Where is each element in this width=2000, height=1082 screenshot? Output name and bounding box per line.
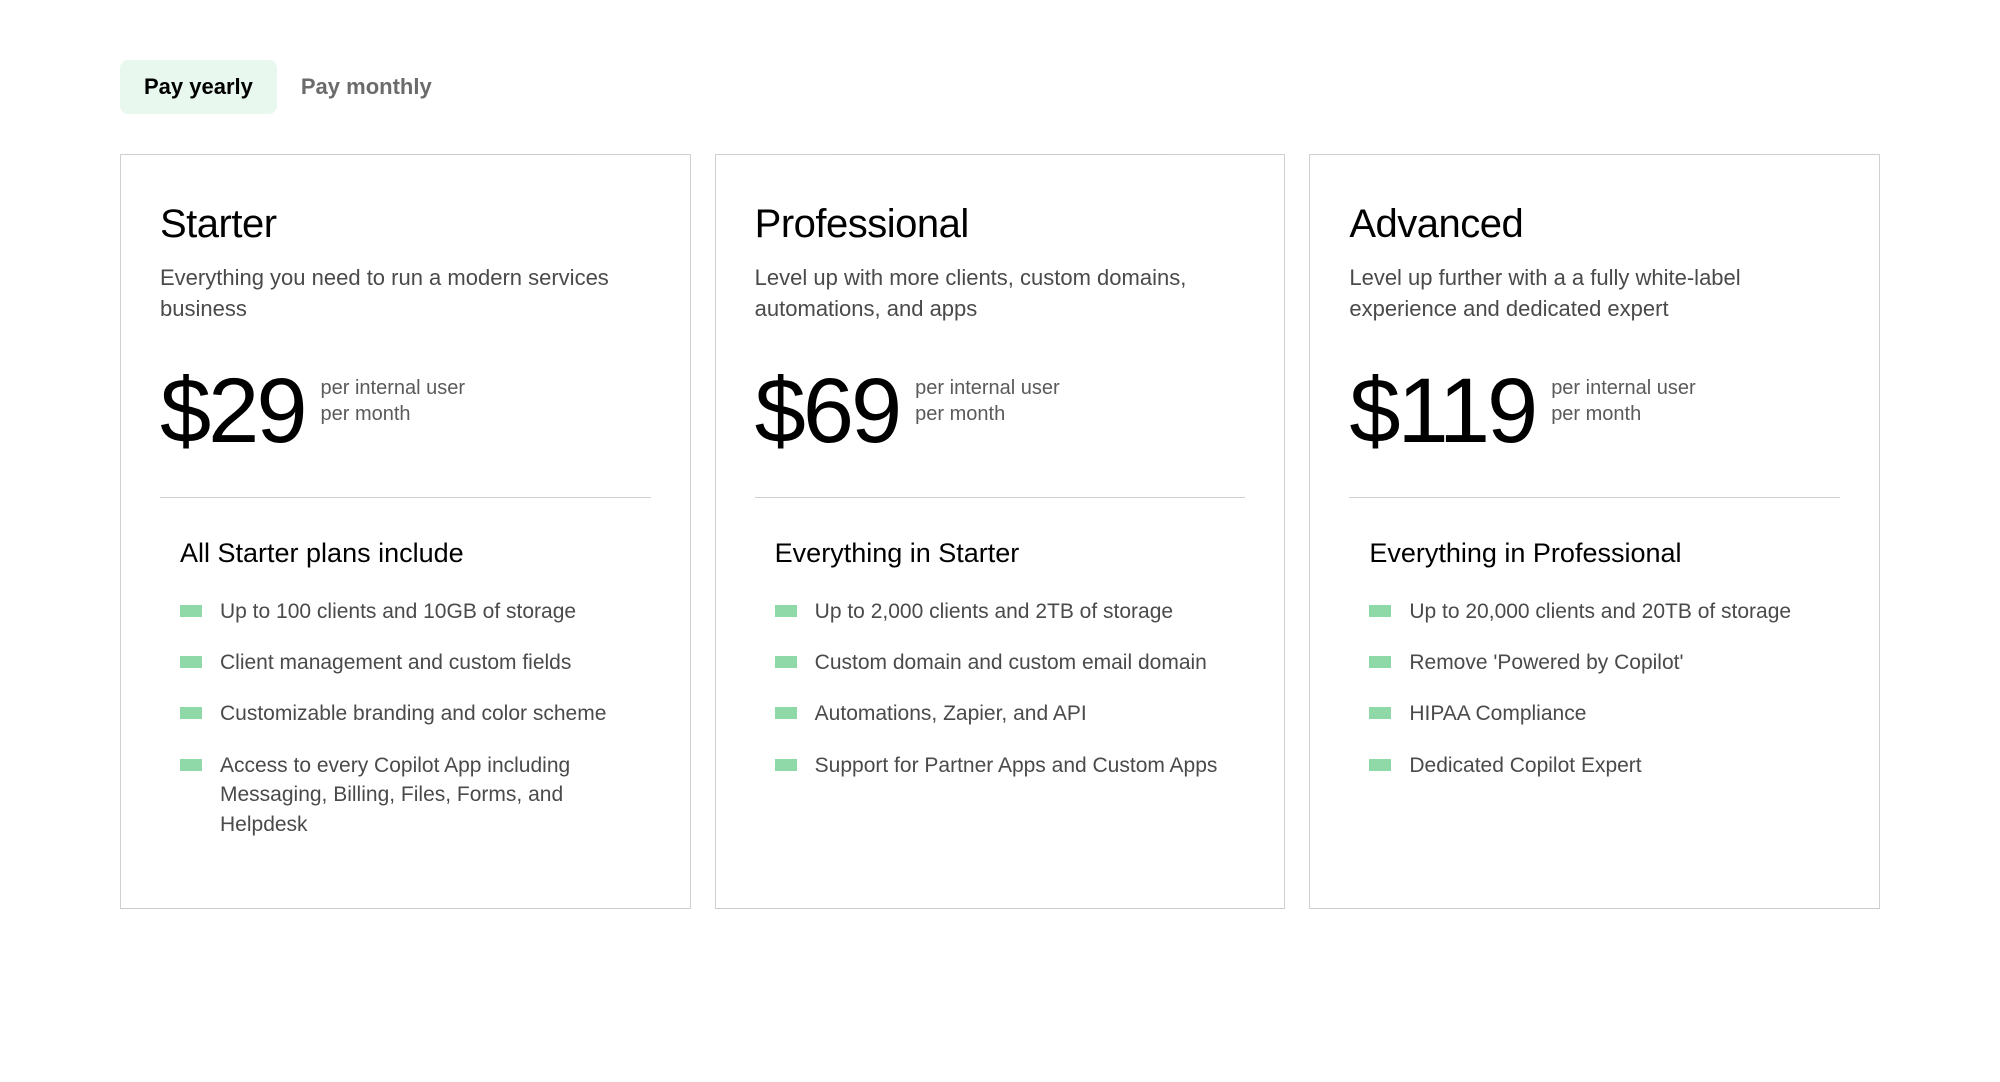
feature-marker-icon bbox=[1369, 605, 1391, 617]
card-bracket bbox=[1760, 154, 1880, 155]
feature-item: Automations, Zapier, and API bbox=[775, 699, 1246, 728]
price-meta-line: per month bbox=[1551, 401, 1696, 427]
feature-text: Client management and custom fields bbox=[220, 648, 571, 677]
feature-text: Up to 20,000 clients and 20TB of storage bbox=[1409, 597, 1791, 626]
card-bracket bbox=[120, 154, 240, 155]
feature-item: Up to 20,000 clients and 20TB of storage bbox=[1369, 597, 1840, 626]
feature-marker-icon bbox=[775, 656, 797, 668]
price-meta-line: per month bbox=[915, 401, 1060, 427]
price-meta-line: per month bbox=[321, 401, 466, 427]
pricing-card-professional: Professional Level up with more clients,… bbox=[715, 154, 1286, 909]
plan-price: $119 bbox=[1349, 365, 1535, 457]
features-heading: Everything in Professional bbox=[1349, 538, 1840, 569]
feature-marker-icon bbox=[1369, 759, 1391, 771]
card-bracket bbox=[120, 908, 240, 909]
feature-marker-icon bbox=[180, 656, 202, 668]
feature-marker-icon bbox=[1369, 656, 1391, 668]
feature-marker-icon bbox=[775, 707, 797, 719]
feature-item: Remove 'Powered by Copilot' bbox=[1369, 648, 1840, 677]
billing-tabs: Pay yearly Pay monthly bbox=[120, 60, 1880, 114]
card-bracket bbox=[1165, 154, 1285, 155]
feature-item: Support for Partner Apps and Custom Apps bbox=[775, 751, 1246, 780]
feature-text: Customizable branding and color scheme bbox=[220, 699, 606, 728]
card-bracket bbox=[715, 908, 835, 909]
features-heading: Everything in Starter bbox=[755, 538, 1246, 569]
pricing-card-advanced: Advanced Level up further with a a fully… bbox=[1309, 154, 1880, 909]
feature-marker-icon bbox=[180, 707, 202, 719]
price-row: $29 per internal user per month bbox=[160, 365, 651, 457]
card-bracket bbox=[715, 154, 716, 909]
card-bracket bbox=[1284, 154, 1285, 909]
tab-pay-monthly[interactable]: Pay monthly bbox=[277, 60, 456, 114]
feature-marker-icon bbox=[180, 605, 202, 617]
plan-price: $29 bbox=[160, 365, 305, 457]
plan-description: Everything you need to run a modern serv… bbox=[160, 263, 651, 325]
card-bracket bbox=[1165, 908, 1285, 909]
features-heading: All Starter plans include bbox=[160, 538, 651, 569]
card-bracket bbox=[1879, 154, 1880, 909]
card-bracket bbox=[1309, 908, 1429, 909]
card-bracket bbox=[1309, 154, 1429, 155]
card-bracket bbox=[715, 154, 835, 155]
feature-text: Automations, Zapier, and API bbox=[815, 699, 1087, 728]
feature-item: Access to every Copilot App including Me… bbox=[180, 751, 651, 839]
feature-item: Up to 2,000 clients and 2TB of storage bbox=[775, 597, 1246, 626]
feature-marker-icon bbox=[775, 605, 797, 617]
feature-item: Client management and custom fields bbox=[180, 648, 651, 677]
price-meta: per internal user per month bbox=[915, 365, 1060, 427]
price-meta: per internal user per month bbox=[1551, 365, 1696, 427]
feature-item: Customizable branding and color scheme bbox=[180, 699, 651, 728]
card-bracket bbox=[571, 154, 691, 155]
plan-title: Advanced bbox=[1349, 202, 1840, 247]
card-bracket bbox=[690, 154, 691, 909]
feature-text: Remove 'Powered by Copilot' bbox=[1409, 648, 1683, 677]
feature-text: Up to 2,000 clients and 2TB of storage bbox=[815, 597, 1173, 626]
feature-item: Custom domain and custom email domain bbox=[775, 648, 1246, 677]
plan-title: Professional bbox=[755, 202, 1246, 247]
feature-marker-icon bbox=[1369, 707, 1391, 719]
feature-marker-icon bbox=[775, 759, 797, 771]
divider bbox=[160, 497, 651, 498]
price-row: $69 per internal user per month bbox=[755, 365, 1246, 457]
card-bracket bbox=[571, 908, 691, 909]
feature-list: Up to 20,000 clients and 20TB of storage… bbox=[1349, 597, 1840, 781]
feature-list: Up to 2,000 clients and 2TB of storage C… bbox=[755, 597, 1246, 781]
plan-price: $69 bbox=[755, 365, 900, 457]
plan-title: Starter bbox=[160, 202, 651, 247]
feature-text: Access to every Copilot App including Me… bbox=[220, 751, 651, 839]
card-bracket bbox=[1309, 154, 1310, 909]
feature-item: Dedicated Copilot Expert bbox=[1369, 751, 1840, 780]
plan-description: Level up with more clients, custom domai… bbox=[755, 263, 1246, 325]
price-meta-line: per internal user bbox=[915, 375, 1060, 401]
pricing-grid: Starter Everything you need to run a mod… bbox=[120, 154, 1880, 909]
divider bbox=[1349, 497, 1840, 498]
feature-list: Up to 100 clients and 10GB of storage Cl… bbox=[160, 597, 651, 839]
pricing-card-starter: Starter Everything you need to run a mod… bbox=[120, 154, 691, 909]
feature-text: HIPAA Compliance bbox=[1409, 699, 1586, 728]
card-bracket bbox=[1760, 908, 1880, 909]
feature-item: Up to 100 clients and 10GB of storage bbox=[180, 597, 651, 626]
feature-item: HIPAA Compliance bbox=[1369, 699, 1840, 728]
divider bbox=[755, 497, 1246, 498]
tab-pay-yearly[interactable]: Pay yearly bbox=[120, 60, 277, 114]
feature-text: Dedicated Copilot Expert bbox=[1409, 751, 1641, 780]
feature-marker-icon bbox=[180, 759, 202, 771]
plan-description: Level up further with a a fully white-la… bbox=[1349, 263, 1840, 325]
price-meta-line: per internal user bbox=[321, 375, 466, 401]
price-meta: per internal user per month bbox=[321, 365, 466, 427]
price-row: $119 per internal user per month bbox=[1349, 365, 1840, 457]
feature-text: Custom domain and custom email domain bbox=[815, 648, 1207, 677]
feature-text: Up to 100 clients and 10GB of storage bbox=[220, 597, 576, 626]
price-meta-line: per internal user bbox=[1551, 375, 1696, 401]
feature-text: Support for Partner Apps and Custom Apps bbox=[815, 751, 1218, 780]
card-bracket bbox=[120, 154, 121, 909]
